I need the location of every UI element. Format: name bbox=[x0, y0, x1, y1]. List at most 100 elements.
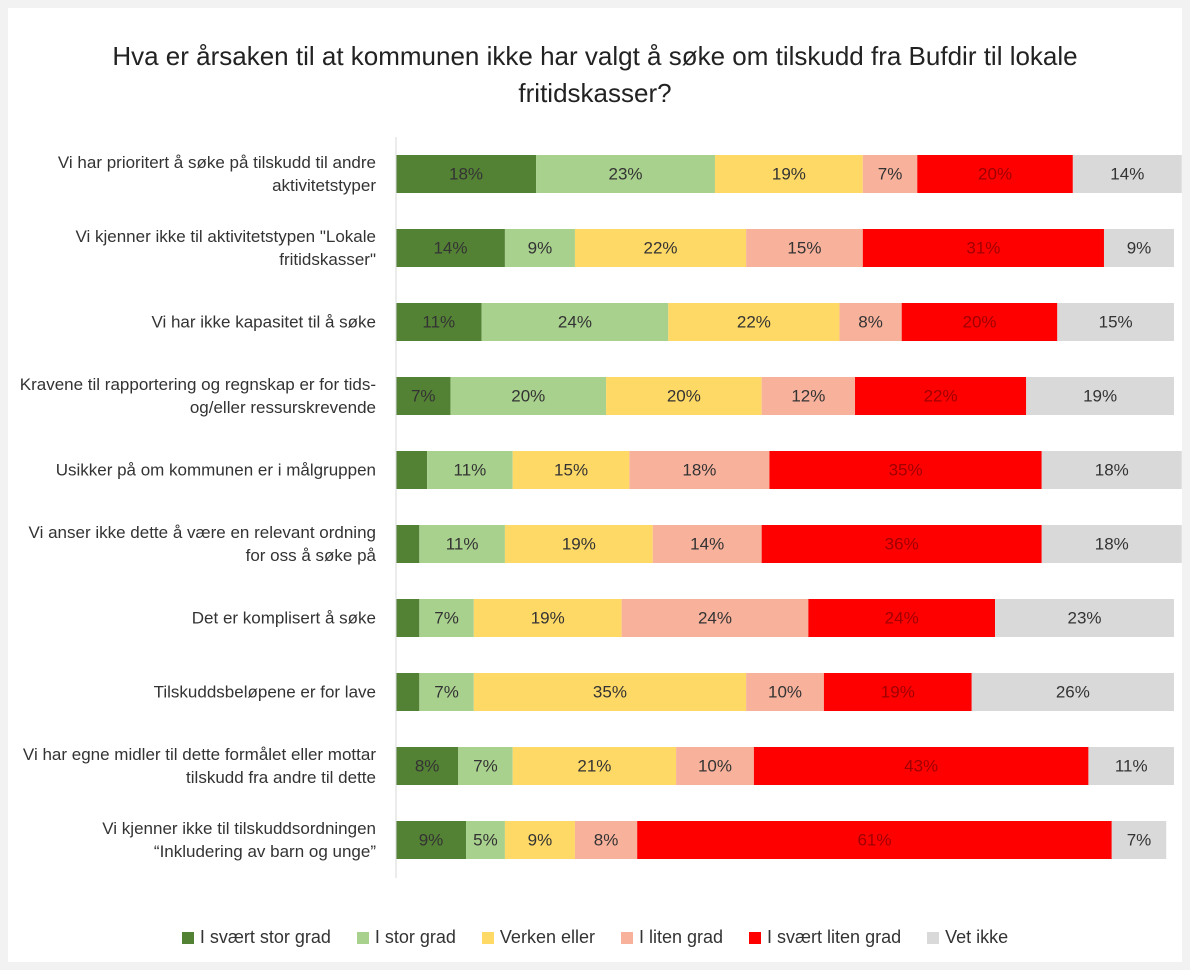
bar-segment bbox=[450, 377, 607, 415]
legend: I svært stor grad I stor grad Verken eller… bbox=[0, 927, 1190, 948]
value-label: 18% bbox=[1095, 460, 1129, 479]
bar-segment bbox=[753, 747, 1089, 785]
legend-swatch bbox=[356, 931, 369, 944]
value-label: 31% bbox=[966, 238, 1000, 257]
legend-swatch bbox=[181, 931, 194, 944]
value-label: 18% bbox=[682, 460, 716, 479]
value-label: 11% bbox=[454, 460, 487, 479]
bar-segment bbox=[971, 673, 1174, 711]
legend-swatch bbox=[927, 931, 940, 944]
value-label: 8% bbox=[415, 756, 440, 775]
value-label: 11% bbox=[1115, 756, 1148, 775]
legend-swatch bbox=[481, 931, 494, 944]
bar-segment bbox=[512, 451, 630, 489]
value-label: 61% bbox=[857, 830, 891, 849]
value-label: 7% bbox=[473, 756, 498, 775]
bar-segment bbox=[761, 377, 856, 415]
bar-segment bbox=[606, 377, 762, 415]
value-label: 18% bbox=[1095, 534, 1129, 553]
value-label: 18% bbox=[449, 164, 483, 183]
bar-segment bbox=[396, 599, 420, 637]
category-label: Vi har egne midler til dette formålet el… bbox=[22, 745, 376, 787]
value-label: 36% bbox=[885, 534, 919, 553]
value-label: 7% bbox=[1127, 830, 1152, 849]
legend-label: I svært liten grad bbox=[767, 927, 902, 947]
legend-label: I svært stor grad bbox=[199, 927, 331, 947]
bar-segment bbox=[574, 821, 638, 859]
legend-label: Verken eller bbox=[499, 927, 595, 947]
bar-segment bbox=[629, 451, 770, 489]
legend-item: I stor grad bbox=[356, 927, 456, 948]
value-label: 22% bbox=[924, 386, 958, 405]
bar-segment bbox=[621, 599, 809, 637]
bar-segment bbox=[769, 451, 1042, 489]
bar-segment bbox=[427, 451, 513, 489]
bar-segment bbox=[1041, 451, 1182, 489]
bar-segment bbox=[1111, 821, 1167, 859]
bar-segment bbox=[746, 673, 824, 711]
legend-swatch bbox=[620, 931, 633, 944]
value-label: 20% bbox=[511, 386, 545, 405]
category-label: Vi har prioritert å søke på tilskudd til… bbox=[57, 153, 376, 195]
value-label: 24% bbox=[558, 312, 592, 331]
value-label: 7% bbox=[434, 682, 459, 701]
value-label: 26% bbox=[1056, 682, 1090, 701]
bar-segment bbox=[823, 673, 972, 711]
category-label: Vi kjenner ikke til tilskuddsordningen “… bbox=[102, 819, 376, 861]
bar-segment bbox=[917, 155, 1073, 193]
legend-item: I svært stor grad bbox=[181, 927, 331, 948]
value-label: 7% bbox=[411, 386, 436, 405]
bar-segment bbox=[473, 673, 747, 711]
legend-item: Verken eller bbox=[481, 927, 595, 948]
bar-segment bbox=[396, 525, 420, 563]
legend-item: I svært liten grad bbox=[749, 927, 901, 948]
bar-segment bbox=[396, 821, 467, 859]
value-label: 9% bbox=[528, 238, 553, 257]
bar-segment bbox=[396, 673, 420, 711]
value-label: 10% bbox=[768, 682, 802, 701]
category-label: Vi har ikke kapasitet til å søke bbox=[151, 312, 376, 332]
value-label: 11% bbox=[422, 312, 455, 331]
bar-segment bbox=[396, 229, 505, 267]
bar-segment bbox=[1103, 229, 1174, 267]
legend-item: Vet ikke bbox=[927, 927, 1008, 948]
bar-segment bbox=[504, 229, 575, 267]
bar-segment bbox=[419, 599, 474, 637]
chart-title: Hva er årsaken til at kommunen ikke har … bbox=[112, 41, 1078, 108]
bar-segment bbox=[536, 155, 715, 193]
legend-swatch bbox=[749, 931, 762, 944]
bar-segment bbox=[1057, 303, 1174, 341]
value-label: 19% bbox=[531, 608, 565, 627]
value-label: 22% bbox=[737, 312, 771, 331]
bar-segment bbox=[746, 229, 863, 267]
value-label: 14% bbox=[690, 534, 724, 553]
value-label: 15% bbox=[787, 238, 821, 257]
category-label: Det er komplisert å søke bbox=[191, 608, 376, 628]
value-label: 14% bbox=[1110, 164, 1144, 183]
legend-label: I liten grad bbox=[638, 927, 724, 947]
legend-item: I liten grad bbox=[620, 927, 724, 948]
value-label: 23% bbox=[608, 164, 642, 183]
value-label: 22% bbox=[644, 238, 678, 257]
value-label: 14% bbox=[433, 238, 467, 257]
value-label: 20% bbox=[667, 386, 701, 405]
bar-segment bbox=[396, 451, 428, 489]
value-label: 8% bbox=[858, 312, 883, 331]
bar-segment bbox=[714, 155, 863, 193]
category-label: Vi anser ikke dette å være en relevant o… bbox=[28, 523, 376, 565]
value-label: 9% bbox=[1127, 238, 1152, 257]
bar-segment bbox=[676, 747, 754, 785]
value-label: 15% bbox=[1099, 312, 1133, 331]
value-label: 20% bbox=[962, 312, 996, 331]
bar-segment bbox=[652, 525, 762, 563]
bar-segment bbox=[839, 303, 902, 341]
value-label: 43% bbox=[904, 756, 938, 775]
value-label: 19% bbox=[562, 534, 596, 553]
category-label: Kravene til rapportering og regnskap er … bbox=[19, 375, 376, 417]
bar-segment bbox=[396, 155, 537, 193]
value-label: 11% bbox=[446, 534, 479, 553]
bar-segment bbox=[668, 303, 840, 341]
value-label: 9% bbox=[528, 830, 553, 849]
